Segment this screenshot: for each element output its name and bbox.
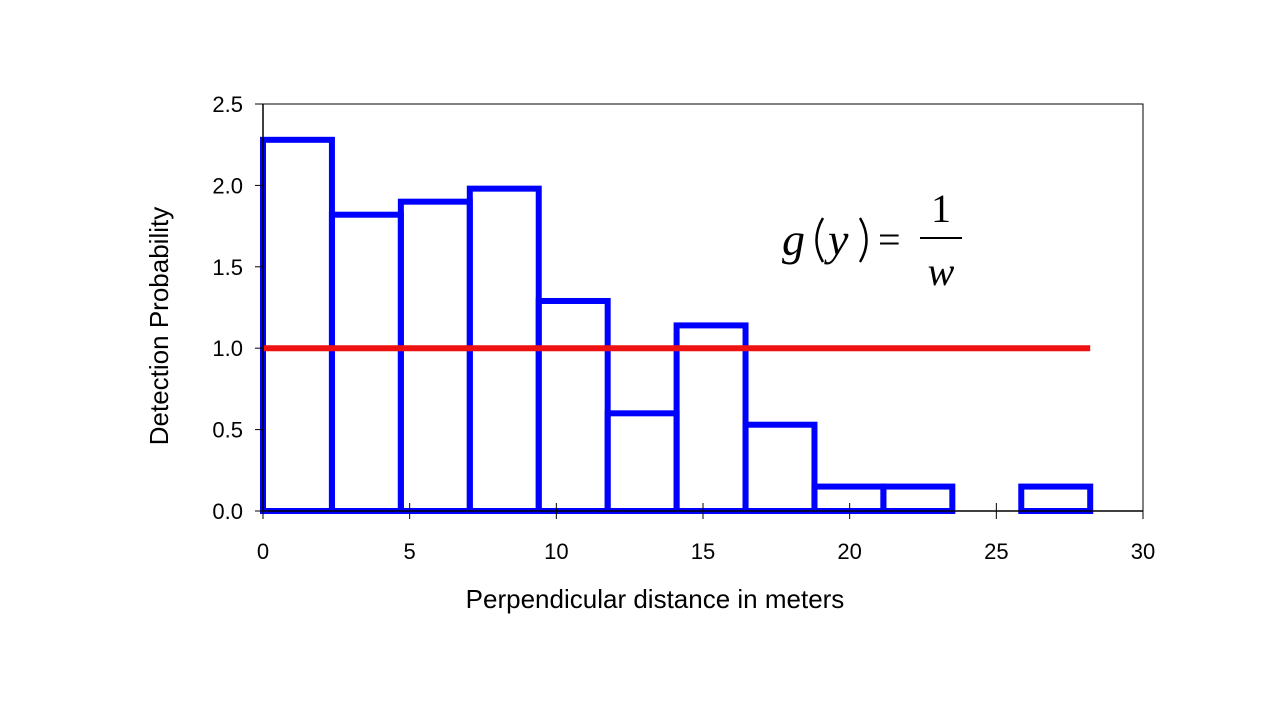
y-axis-title: Detection Probability	[144, 207, 174, 445]
histogram-bar	[742, 421, 818, 514]
equation-numerator: 1	[931, 186, 951, 231]
equation-close-paren	[858, 217, 868, 263]
x-tick-label: 5	[404, 539, 416, 564]
y-tick-label: 2.0	[212, 173, 243, 198]
equation-denominator: w	[928, 249, 955, 294]
histogram-bar	[260, 136, 335, 514]
x-axis-title: Perpendicular distance in meters	[466, 584, 845, 614]
equation-function: g	[782, 214, 805, 265]
histogram-bar	[1018, 483, 1094, 514]
plot-frame	[262, 103, 1144, 512]
histogram-layer	[260, 136, 1094, 515]
y-tick-label: 1.0	[212, 336, 243, 361]
x-tick-label: 25	[984, 539, 1008, 564]
y-tick-label: 2.5	[212, 92, 243, 117]
histogram-bar	[397, 198, 473, 514]
histogram-bar	[535, 297, 611, 514]
histogram-bar	[673, 322, 749, 514]
x-tick-label: 10	[544, 539, 568, 564]
x-tick-label: 0	[257, 539, 269, 564]
y-tick-label: 0.0	[212, 499, 243, 524]
y-tick-label: 0.5	[212, 418, 243, 443]
axis-layer: 0 5 10 15 20 25 30 0.0 0.5 1.0 1.5 2.0 2.5	[212, 92, 1155, 564]
x-tick-label: 20	[837, 539, 861, 564]
histogram-bar	[328, 211, 404, 514]
histogram-bar	[811, 483, 887, 514]
equation-equals: =	[878, 217, 901, 262]
equation-argument: y	[824, 214, 849, 265]
x-tick-label: 30	[1131, 539, 1155, 564]
histogram-bar	[604, 410, 680, 515]
x-tick-label: 15	[691, 539, 715, 564]
equation-annotation: g y = 1 w	[782, 186, 962, 294]
y-tick-label: 1.5	[212, 255, 243, 280]
equation-open-paren	[815, 217, 825, 263]
histogram-bar	[880, 483, 956, 514]
